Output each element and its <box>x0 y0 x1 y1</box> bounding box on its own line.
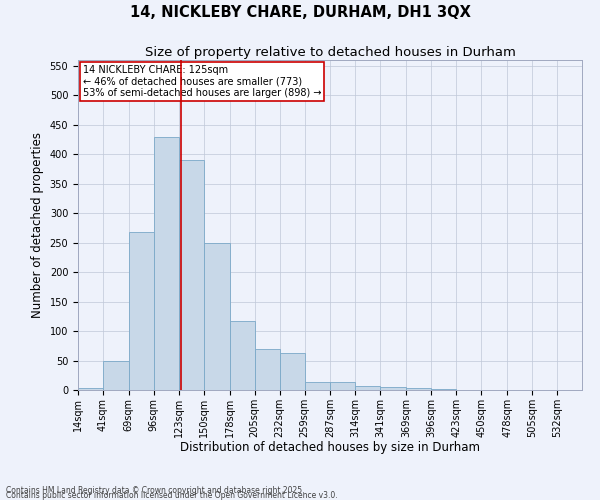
Bar <box>204 242 230 390</box>
Bar <box>129 232 154 390</box>
Bar <box>103 360 129 390</box>
Text: 14, NICKLEBY CHARE, DURHAM, DH1 3QX: 14, NICKLEBY CHARE, DURHAM, DH1 3QX <box>130 5 470 20</box>
Y-axis label: Number of detached properties: Number of detached properties <box>31 132 44 318</box>
Text: Contains HM Land Registry data © Crown copyright and database right 2025.: Contains HM Land Registry data © Crown c… <box>6 486 305 495</box>
Bar <box>254 349 280 390</box>
Bar <box>355 386 380 390</box>
Text: Contains public sector information licensed under the Open Government Licence v3: Contains public sector information licen… <box>6 491 338 500</box>
X-axis label: Distribution of detached houses by size in Durham: Distribution of detached houses by size … <box>180 441 480 454</box>
Bar <box>154 136 179 390</box>
Bar <box>179 160 204 390</box>
Bar <box>230 321 254 390</box>
Bar <box>380 387 406 390</box>
Title: Size of property relative to detached houses in Durham: Size of property relative to detached ho… <box>145 46 515 59</box>
Bar <box>406 388 431 390</box>
Bar <box>280 354 305 390</box>
Bar <box>331 382 355 390</box>
Text: 14 NICKLEBY CHARE: 125sqm
← 46% of detached houses are smaller (773)
53% of semi: 14 NICKLEBY CHARE: 125sqm ← 46% of detac… <box>83 65 322 98</box>
Bar <box>305 382 331 390</box>
Bar <box>78 388 103 390</box>
